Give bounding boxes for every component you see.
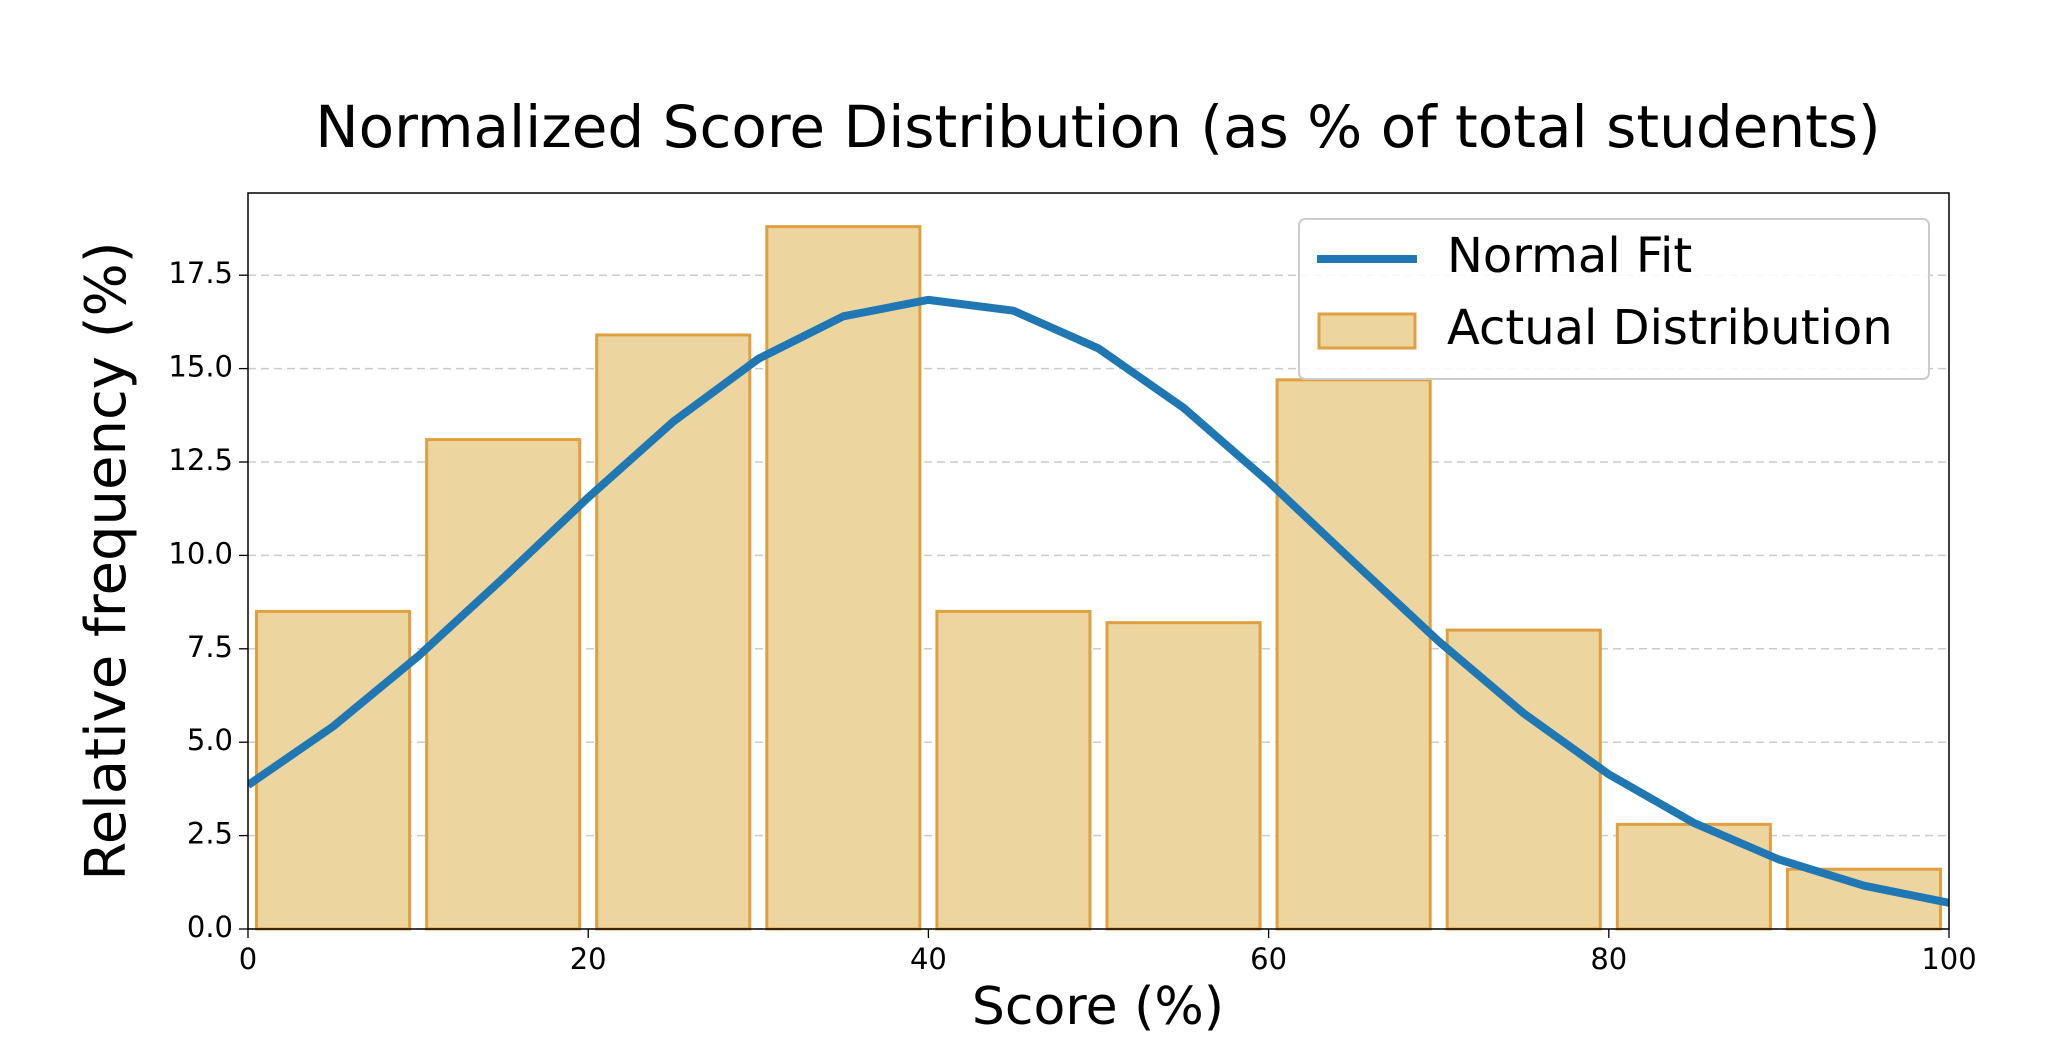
x-tick-label: 80 xyxy=(1590,942,1627,976)
y-axis-label: Relative frequency (%) xyxy=(74,241,139,880)
x-tick-label: 40 xyxy=(910,942,947,976)
x-tick-label: 20 xyxy=(570,942,607,976)
bar xyxy=(935,609,1092,931)
y-tick-label: 5.0 xyxy=(187,723,233,757)
x-tick-label: 0 xyxy=(239,942,257,976)
legend-box xyxy=(1298,218,1930,380)
bar xyxy=(1275,378,1432,931)
fit-line xyxy=(248,295,1949,907)
bar xyxy=(1105,621,1262,931)
legend-label: Actual Distribution xyxy=(1447,300,1893,356)
bar xyxy=(255,609,412,931)
bar xyxy=(765,225,922,931)
chart-title: Normalized Score Distribution (as % of t… xyxy=(315,93,1880,161)
y-tick-label: 17.5 xyxy=(168,256,233,290)
y-tick-label: 15.0 xyxy=(168,350,233,384)
plot-frame xyxy=(247,192,1950,930)
y-tick-label: 12.5 xyxy=(168,443,233,477)
bar xyxy=(595,333,752,931)
x-axis-label: Score (%) xyxy=(972,977,1224,1037)
legend-swatch xyxy=(1317,312,1417,350)
y-tick-label: 2.5 xyxy=(187,817,233,851)
y-tick-label: 7.5 xyxy=(187,630,233,664)
bar xyxy=(1445,628,1602,931)
legend-label: Normal Fit xyxy=(1447,228,1692,284)
x-tick-label: 60 xyxy=(1250,942,1287,976)
bar xyxy=(1615,822,1772,931)
y-tick-label: 0.0 xyxy=(187,910,233,944)
bar xyxy=(425,438,582,931)
x-tick-label: 100 xyxy=(1921,942,1976,976)
y-tick-label: 10.0 xyxy=(168,536,233,570)
